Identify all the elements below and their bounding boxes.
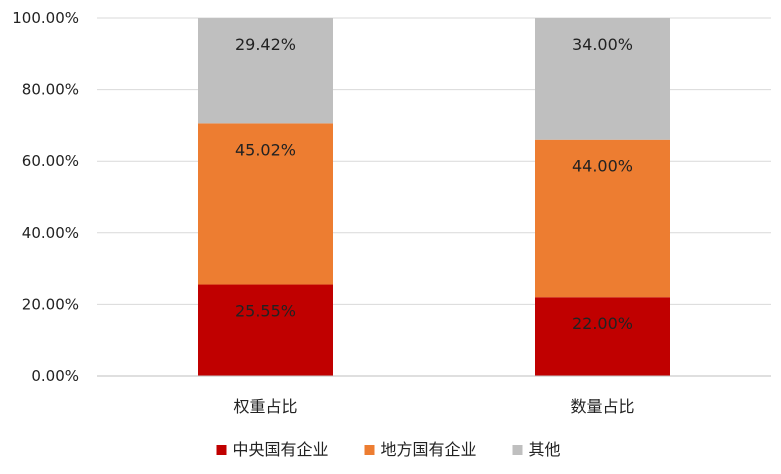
data-label: 44.00%	[572, 157, 633, 176]
legend-item: 地方国有企业	[364, 440, 477, 459]
data-labels: 25.55% 45.02% 29.42% 22.00% 44.00% 34.00%	[235, 35, 633, 333]
y-tick-label: 0.00%	[31, 367, 79, 385]
y-axis-tick-labels: 0.00% 20.00% 40.00% 60.00% 80.00% 100.00%	[12, 9, 79, 385]
y-tick-label: 20.00%	[22, 295, 79, 313]
bar-segment	[535, 297, 670, 376]
category-label: 数量占比	[570, 397, 634, 416]
legend-swatch	[216, 445, 227, 455]
bar-segment	[198, 284, 333, 376]
y-tick-label: 40.00%	[22, 224, 79, 242]
bar-segment	[198, 123, 333, 285]
legend-item: 其他	[512, 440, 561, 459]
bar-segment	[535, 139, 670, 298]
legend-label: 其他	[529, 440, 561, 459]
bar-segment	[198, 18, 333, 124]
legend: 中央国有企业 地方国有企业 其他	[216, 440, 561, 459]
data-label: 22.00%	[572, 314, 633, 333]
category-label: 权重占比	[233, 397, 297, 416]
bar-segment	[535, 18, 670, 140]
y-tick-label: 100.00%	[12, 9, 79, 27]
legend-item: 中央国有企业	[216, 440, 329, 459]
legend-label: 中央国有企业	[233, 440, 329, 459]
category-labels: 权重占比 数量占比	[233, 397, 634, 416]
legend-swatch	[512, 445, 523, 455]
legend-label: 地方国有企业	[381, 440, 477, 459]
data-label: 45.02%	[235, 140, 296, 159]
data-label: 29.42%	[235, 35, 296, 54]
data-label: 34.00%	[572, 35, 633, 54]
y-tick-label: 60.00%	[22, 152, 79, 170]
bars	[198, 18, 670, 376]
legend-swatch	[364, 445, 375, 455]
data-label: 25.55%	[235, 302, 296, 321]
y-tick-label: 80.00%	[22, 81, 79, 99]
